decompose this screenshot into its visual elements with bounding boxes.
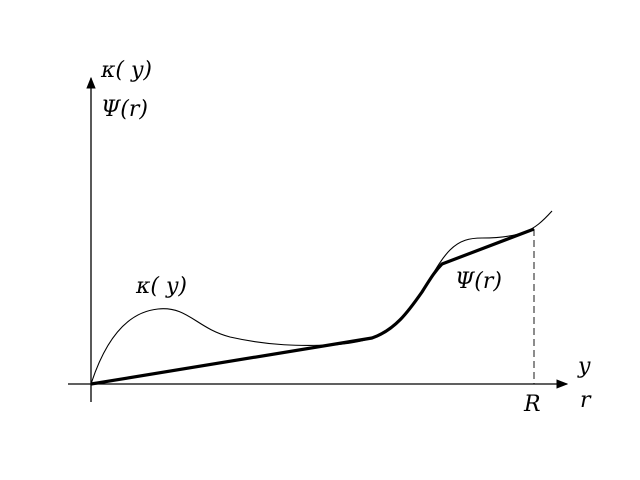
psi-curve-label: Ψ(r): [455, 269, 502, 294]
x-axis-tick-r: R: [523, 392, 541, 417]
y-axis-label-psi: Ψ(r): [101, 97, 148, 122]
kappa-curve-label: κ( y): [135, 274, 187, 299]
psi-curve: [90, 227, 535, 386]
x-axis-label-r: r: [580, 388, 592, 413]
y-axis-label-kappa: κ( y): [100, 58, 152, 83]
x-axis-label-y: y: [577, 354, 591, 379]
